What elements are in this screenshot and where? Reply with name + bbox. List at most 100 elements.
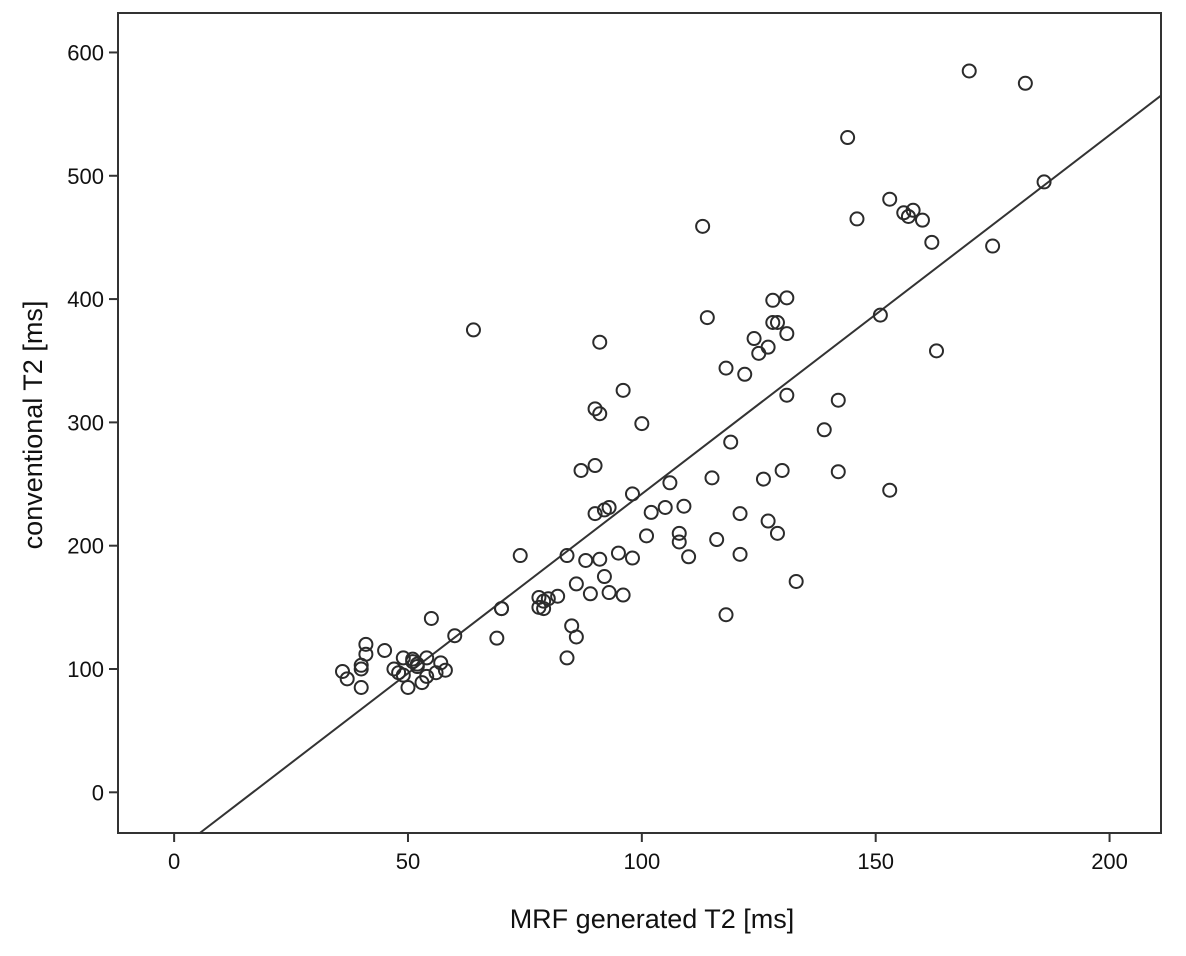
data-point [709, 532, 725, 548]
data-point [573, 462, 589, 478]
y-tick-label: 100 [67, 657, 104, 682]
data-point [423, 610, 439, 626]
data-point [601, 499, 617, 515]
data-point [568, 629, 584, 645]
data-point [760, 339, 776, 355]
data-point [774, 462, 790, 478]
data-point [395, 667, 411, 683]
data-point [699, 310, 715, 326]
data-point [779, 290, 795, 306]
data-point [737, 366, 753, 382]
data-point [961, 63, 977, 79]
y-axis-label: conventional T2 [ms] [18, 301, 48, 550]
data-point [512, 548, 528, 564]
y-axis-ticks: 0 100 200 300 400 500 600 [67, 40, 118, 805]
data-point [358, 636, 374, 652]
data-point [358, 646, 374, 662]
data-point [405, 651, 421, 667]
data-point [882, 191, 898, 207]
y-tick-label: 300 [67, 410, 104, 435]
data-point [928, 343, 944, 359]
data-point [433, 655, 449, 671]
data-point [657, 499, 673, 515]
y-tick-label: 400 [67, 287, 104, 312]
data-point [924, 234, 940, 250]
data-point [592, 406, 608, 422]
data-point [760, 513, 776, 529]
data-point [540, 591, 556, 607]
data-point [704, 470, 720, 486]
data-point [755, 471, 771, 487]
data-point [830, 464, 846, 480]
data-point [559, 650, 575, 666]
data-point [568, 576, 584, 592]
data-point [905, 202, 921, 218]
data-point [335, 663, 351, 679]
data-point [339, 671, 355, 687]
data-point [550, 588, 566, 604]
data-point [1017, 75, 1033, 91]
data-point [587, 506, 603, 522]
data-points [335, 63, 1052, 695]
data-point [914, 212, 930, 228]
data-point [596, 569, 612, 585]
plot-frame [117, 12, 1162, 834]
data-point [765, 315, 781, 331]
data-point [896, 205, 912, 221]
data-point [447, 628, 463, 644]
data-point [409, 659, 425, 675]
data-point [751, 345, 767, 361]
data-point [419, 650, 435, 666]
data-point [494, 601, 510, 617]
data-point [592, 551, 608, 567]
x-axis-label: MRF generated T2 [ms] [510, 904, 795, 934]
regression-line [199, 94, 1162, 834]
data-point [746, 331, 762, 347]
x-tick-label: 0 [168, 849, 180, 874]
data-point [353, 661, 369, 677]
data-point [662, 475, 678, 491]
data-point [489, 630, 505, 646]
data-point [779, 387, 795, 403]
data-point [788, 573, 804, 589]
data-point [643, 504, 659, 520]
data-point [695, 218, 711, 234]
data-point [578, 552, 594, 568]
data-point [769, 525, 785, 541]
data-point [559, 548, 575, 564]
data-point [465, 322, 481, 338]
data-point [610, 545, 626, 561]
data-point [624, 486, 640, 502]
data-point [587, 401, 603, 417]
y-tick-label: 0 [92, 780, 104, 805]
data-point [779, 326, 795, 342]
data-point [723, 434, 739, 450]
data-point [601, 585, 617, 601]
data-point [872, 307, 888, 323]
data-point [732, 546, 748, 562]
data-point [718, 360, 734, 376]
data-point [377, 643, 393, 659]
data-point [681, 549, 697, 565]
data-point [765, 292, 781, 308]
data-point [840, 130, 856, 146]
data-point [816, 422, 832, 438]
data-point [718, 607, 734, 623]
data-point [353, 679, 369, 695]
x-axis-ticks: 0 50 100 150 200 [168, 833, 1128, 874]
x-tick-label: 150 [857, 849, 894, 874]
data-point [985, 238, 1001, 254]
data-point [830, 392, 846, 408]
data-point [671, 525, 687, 541]
x-tick-label: 50 [396, 849, 420, 874]
data-point [849, 211, 865, 227]
data-point [615, 587, 631, 603]
data-point [395, 650, 411, 666]
x-tick-label: 200 [1091, 849, 1128, 874]
data-point [882, 482, 898, 498]
data-point [634, 416, 650, 432]
data-point [732, 506, 748, 522]
data-point [671, 534, 687, 550]
data-point [400, 679, 416, 695]
